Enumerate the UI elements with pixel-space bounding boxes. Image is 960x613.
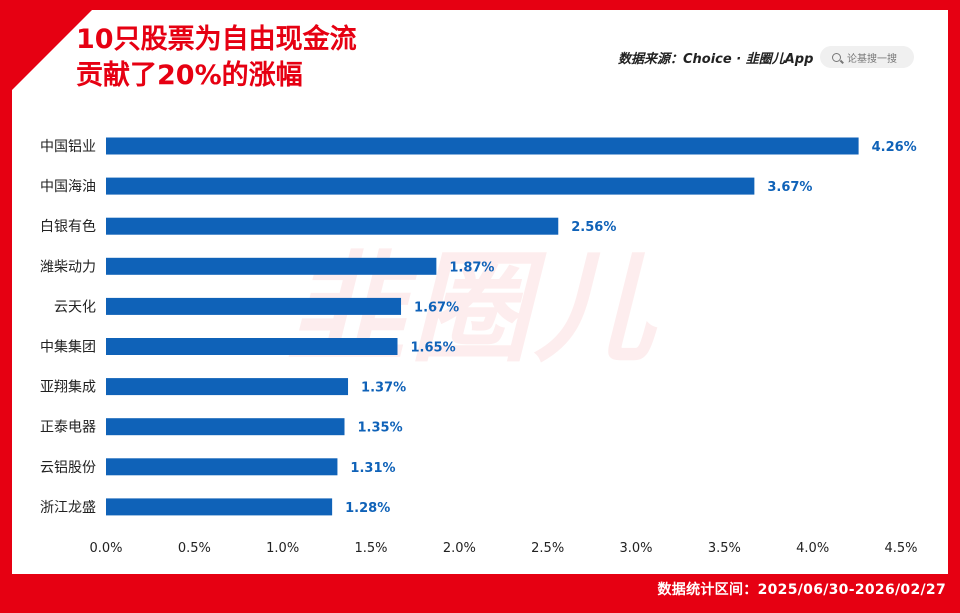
value-label: 1.65% [411,341,456,356]
corner-accent [12,10,92,90]
value-label: 1.35% [358,421,403,436]
x-tick-label: 3.5% [708,541,741,556]
x-tick-label: 2.0% [443,541,476,556]
bar-5 [106,297,402,315]
date-range-footer: 数据统计区间：2025/06/30-2026/02/27 [657,582,946,598]
category-label: 潍柴动力 [40,259,96,275]
bar-4 [106,257,437,275]
bar-6 [106,338,398,355]
page-title: 10只股票为自由现金流 贡献了20%的涨幅 [76,22,576,94]
search-box[interactable]: 论基搜一搜 [820,46,914,68]
value-label: 1.67% [414,300,459,315]
value-label: 1.28% [345,501,390,516]
category-label: 中集集团 [40,339,96,356]
value-label: 4.26% [872,140,917,155]
source-note: 数据来源：Choice · 韭圈儿App [618,52,814,67]
category-label: 亚翔集成 [40,379,96,396]
category-label: 白银有色 [40,218,96,235]
bar-10 [106,498,333,516]
x-tick-label: 4.5% [884,541,917,556]
value-label: 1.87% [449,260,494,275]
title-line-1: 10只股票为自由现金流 [76,24,357,55]
bar-8 [106,418,345,436]
bar-chart: 韭圈儿 中国铝业中国海油白银有色潍柴动力云天化中集集团亚翔集成正泰电器云铝股份浙… [40,137,918,556]
value-label: 2.56% [571,220,616,235]
bar-7 [106,378,349,396]
x-tick-label: 0.5% [178,541,211,556]
category-label: 云铝股份 [40,460,96,476]
bar-2 [106,177,755,195]
title-line-2: 贡献了20%的涨幅 [76,60,303,91]
x-tick-label: 1.0% [266,541,299,556]
x-tick-label: 0.0% [89,541,122,556]
bar-1 [106,137,859,155]
value-label: 3.67% [767,180,812,195]
category-label: 中国铝业 [40,139,96,155]
value-label: 1.37% [361,381,406,396]
bar-3 [106,217,559,235]
x-tick-label: 1.5% [354,541,387,556]
bar-9 [106,458,338,476]
x-tick-label: 2.5% [531,541,564,556]
x-tick-label: 3.0% [619,541,652,556]
search-icon [832,52,841,62]
category-label: 云天化 [54,299,96,315]
chart-panel: 10只股票为自由现金流 贡献了20%的涨幅 数据来源：Choice · 韭圈儿A… [12,10,948,574]
category-label: 正泰电器 [40,420,96,436]
category-label: 中国海油 [40,179,96,195]
search-placeholder: 论基搜一搜 [847,53,897,65]
value-label: 1.31% [350,461,395,476]
category-label: 浙江龙盛 [40,500,96,516]
x-tick-label: 4.0% [796,541,829,556]
